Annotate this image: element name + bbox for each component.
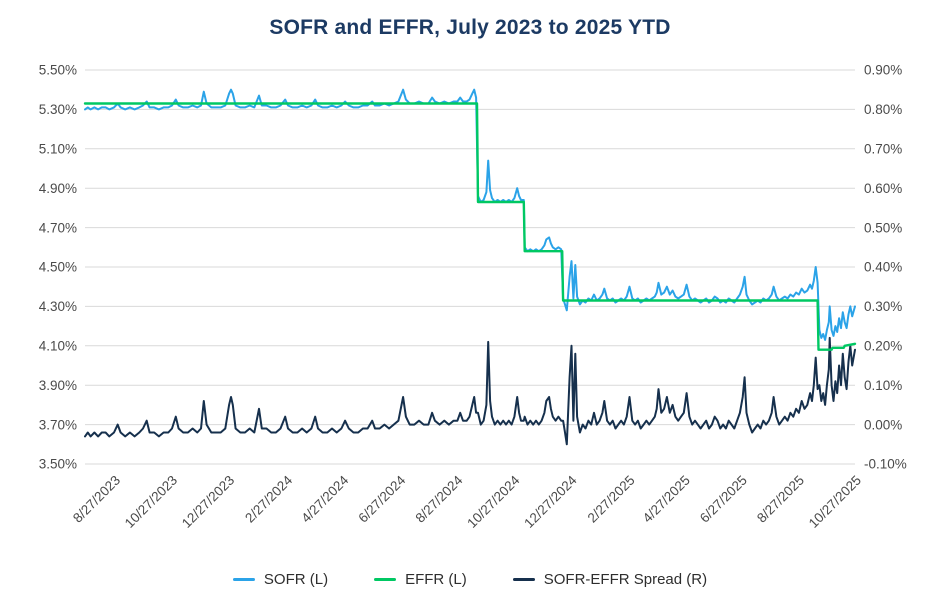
right-axis-tick-label: 0.40% <box>864 260 902 275</box>
right-axis-tick-label: 0.00% <box>864 417 902 432</box>
chart-title: SOFR and EFFR, July 2023 to 2025 YTD <box>269 16 671 39</box>
legend-swatch <box>232 578 255 581</box>
legend-swatch <box>512 578 535 581</box>
legend-label: SOFR-EFFR Spread (R) <box>543 571 708 588</box>
x-axis-tick-label: 4/27/2025 <box>640 473 693 526</box>
left-axis-tick-label: 5.50% <box>39 63 77 78</box>
x-axis-tick-label: 2/27/2025 <box>585 473 638 526</box>
x-axis-tick-label: 12/27/2024 <box>521 472 580 531</box>
left-axis-tick-label: 5.30% <box>39 102 77 117</box>
legend-item-effr: EFFR (L) <box>374 571 467 588</box>
right-axis-tick-label: 0.50% <box>864 220 902 235</box>
x-axis-tick-label: 4/27/2024 <box>298 472 351 525</box>
left-axis-tick-label: 3.70% <box>39 417 77 432</box>
x-axis-tick-label: 6/27/2024 <box>355 472 408 525</box>
right-axis-tick-label: 0.30% <box>864 299 902 314</box>
left-axis-tick-label: 5.10% <box>39 142 77 157</box>
effr-line <box>83 102 857 351</box>
x-axis-tick-label: 6/27/2025 <box>697 473 750 526</box>
left-axis-tick-label: 4.10% <box>39 339 77 354</box>
legend-item-sofr: SOFR (L) <box>232 571 329 588</box>
right-axis-tick-label: 0.20% <box>864 339 902 354</box>
legend-swatch <box>374 578 397 581</box>
sofr-line <box>84 88 856 341</box>
left-axis-tick-label: 4.50% <box>39 260 77 275</box>
right-axis-tick-label: 0.60% <box>864 181 902 196</box>
chart-legend: SOFR (L) EFFR (L) SOFR-EFFR Spread (R) <box>0 571 940 588</box>
left-axis-tick-label: 3.90% <box>39 378 77 393</box>
right-axis-tick-label: 0.90% <box>864 63 902 78</box>
legend-label: SOFR (L) <box>263 571 329 588</box>
spread-line <box>84 336 856 446</box>
x-axis-tick-label: 8/27/2025 <box>754 473 807 526</box>
x-axis-tick-label: 2/27/2024 <box>242 472 295 525</box>
x-axis-tick-label: 8/27/2024 <box>412 472 465 525</box>
legend-item-sofr-effr: SOFR-EFFR Spread (R) <box>512 571 708 588</box>
x-axis-tick-label: 12/27/2023 <box>179 473 237 531</box>
x-axis-tick-label: 10/27/2024 <box>464 472 523 531</box>
legend-label: EFFR (L) <box>405 571 467 588</box>
left-axis-tick-label: 3.50% <box>39 457 77 472</box>
right-axis-tick-label: -0.10% <box>864 457 907 472</box>
right-axis-tick-label: 0.70% <box>864 142 902 157</box>
x-axis-tick-label: 8/27/2023 <box>70 473 123 526</box>
left-axis-tick-label: 4.30% <box>39 299 77 314</box>
right-axis-tick-label: 0.10% <box>864 378 902 393</box>
left-axis-tick-label: 4.90% <box>39 181 77 196</box>
x-axis-tick-label: 10/27/2023 <box>122 473 180 531</box>
right-axis-tick-label: 0.80% <box>864 102 902 117</box>
left-axis-tick-label: 4.70% <box>39 220 77 235</box>
x-axis-tick-label: 10/27/2025 <box>806 473 864 531</box>
